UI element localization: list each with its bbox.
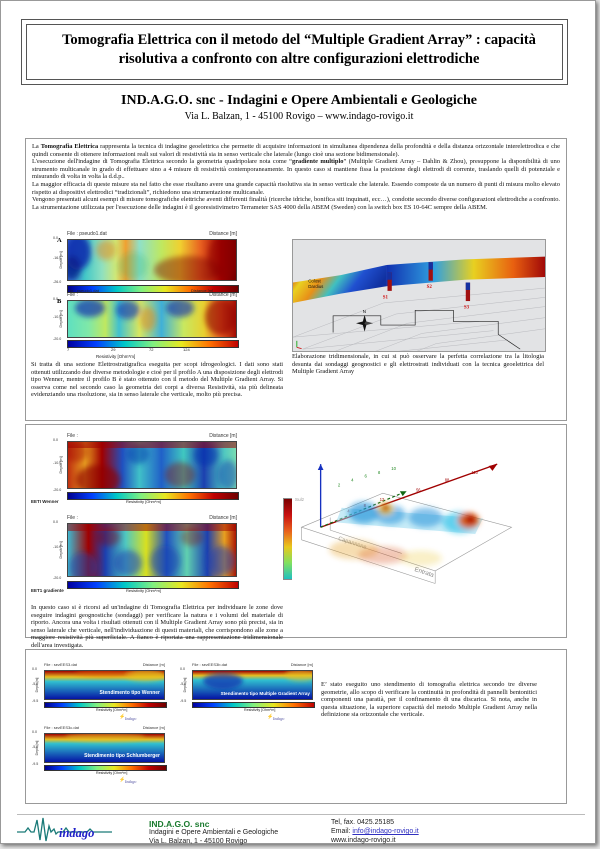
svg-text:2: 2 — [338, 482, 341, 487]
svg-text:Colost: Colost — [308, 279, 321, 284]
svg-text:4: 4 — [351, 478, 354, 483]
svg-text:110: 110 — [471, 470, 478, 475]
svg-text:8: 8 — [378, 470, 381, 475]
svg-text:56: 56 — [416, 487, 421, 492]
svg-text:N: N — [363, 309, 366, 314]
svg-text:88: 88 — [445, 478, 450, 483]
svg-text:Sulz: Sulz — [295, 497, 305, 503]
svg-text:10: 10 — [391, 466, 396, 471]
svg-text:12: 12 — [380, 497, 385, 502]
svg-text:S1: S1 — [383, 295, 389, 300]
svg-text:Dardius: Dardius — [308, 284, 323, 289]
svg-text:S3: S3 — [464, 305, 470, 310]
svg-text:6: 6 — [365, 474, 368, 479]
svg-text:S2: S2 — [427, 285, 433, 290]
svg-text:indago: indago — [59, 826, 94, 840]
